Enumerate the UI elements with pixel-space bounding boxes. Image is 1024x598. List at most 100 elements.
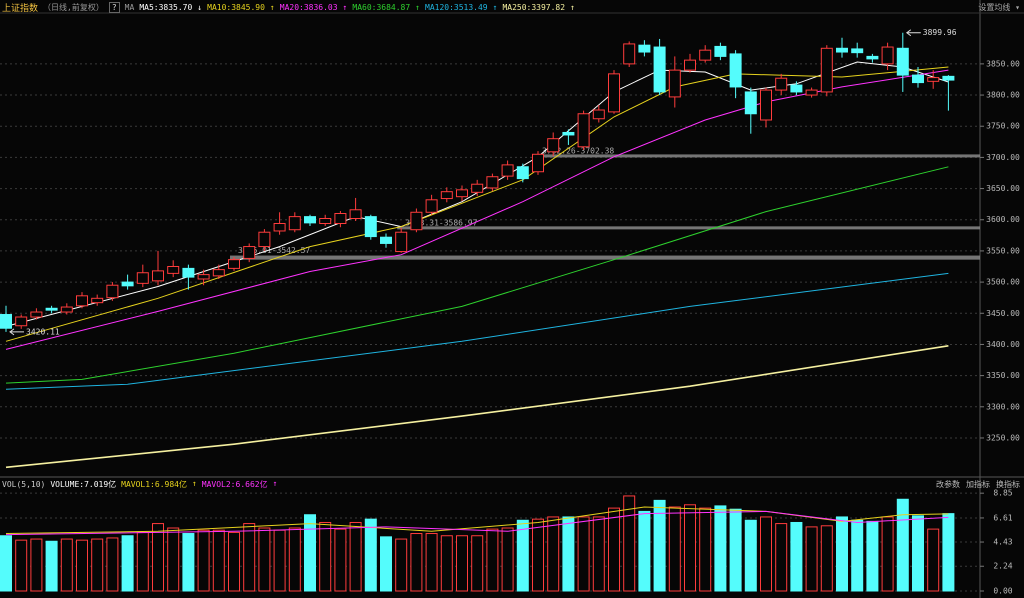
candle-body bbox=[121, 281, 134, 287]
volume-bar bbox=[714, 505, 727, 592]
legend-trend: ↑ bbox=[272, 479, 278, 488]
candle-body bbox=[638, 44, 651, 53]
candle-body bbox=[167, 266, 180, 274]
candle-body bbox=[288, 216, 301, 231]
volume-bar bbox=[349, 521, 362, 592]
volume-bar bbox=[273, 529, 286, 592]
legend-trend: ↑ bbox=[191, 479, 197, 488]
candle-body bbox=[364, 216, 377, 238]
candle-body bbox=[258, 231, 271, 248]
ma-line bbox=[5, 69, 949, 350]
chart-title: 上证指数 bbox=[2, 4, 39, 14]
ma-line bbox=[5, 272, 949, 390]
candle-body bbox=[805, 89, 818, 96]
legend-trend: ↑ bbox=[570, 3, 575, 12]
level-band bbox=[230, 255, 980, 260]
button[interactable]: 换指标 bbox=[996, 480, 1020, 489]
volume-bar bbox=[319, 521, 332, 592]
help[interactable]: ? bbox=[108, 2, 120, 13]
ma-line bbox=[5, 66, 949, 342]
annotation: 3899.96 bbox=[923, 28, 957, 37]
volume-bar bbox=[668, 506, 681, 592]
legend-entry: VOLUME:7.019亿 bbox=[50, 480, 117, 489]
volume-header: VOL(5,10) VOLUME:7.019亿 MAVOL1:6.984亿 ↑ MAV… bbox=[2, 478, 1020, 491]
candle-body bbox=[197, 274, 210, 280]
button[interactable]: 改参数 bbox=[936, 480, 960, 489]
volume-bar bbox=[927, 528, 940, 592]
volume-bar bbox=[395, 538, 408, 592]
legend-trend: ↑ bbox=[269, 3, 275, 12]
candle-body bbox=[820, 47, 833, 93]
settings[interactable]: 设置均线 ▾ bbox=[978, 3, 1020, 12]
legend-entry: MA120:3513.49 bbox=[425, 3, 488, 12]
volume-bar bbox=[851, 519, 864, 592]
candle-body bbox=[501, 164, 514, 177]
y-tick-label: 6.61 bbox=[993, 513, 1012, 522]
candle-body bbox=[91, 297, 104, 304]
volume-bar bbox=[456, 535, 468, 592]
y-tick-label: 0.00 bbox=[993, 587, 1012, 596]
ma-line bbox=[5, 510, 949, 536]
y-tick-label: 3550.00 bbox=[986, 246, 1020, 255]
candle-body bbox=[319, 218, 332, 224]
candle-body bbox=[425, 199, 438, 213]
volume-bar bbox=[608, 507, 620, 592]
volume-bar bbox=[334, 528, 347, 592]
volume-bar bbox=[562, 516, 575, 592]
candle-body bbox=[136, 272, 149, 284]
candle-body bbox=[60, 306, 73, 313]
volume-bar bbox=[775, 523, 788, 592]
volume-bar bbox=[516, 519, 529, 592]
volume-bar bbox=[91, 538, 104, 592]
button[interactable]: 加指标 bbox=[966, 480, 990, 489]
candle-body bbox=[395, 231, 408, 253]
y-tick-label: 2.24 bbox=[993, 562, 1012, 571]
volume-bar bbox=[258, 527, 271, 592]
legend-entry: MA20:3836.03 bbox=[279, 3, 338, 12]
volume-bar bbox=[152, 523, 164, 592]
legend-entry: MA5:3835.70 bbox=[139, 3, 193, 12]
volume-bar bbox=[896, 498, 909, 592]
volume-bar bbox=[182, 533, 195, 592]
y-tick-label: 3650.00 bbox=[986, 184, 1020, 193]
level-band bbox=[534, 154, 980, 158]
volume-bar bbox=[790, 521, 803, 592]
candle-body bbox=[684, 59, 696, 71]
y-tick-label: 3250.00 bbox=[986, 433, 1020, 442]
volume-bar bbox=[106, 537, 119, 592]
volume-bar bbox=[881, 516, 894, 592]
volume-bar bbox=[425, 533, 438, 592]
annotation-arrow bbox=[905, 29, 921, 37]
volume-bar bbox=[532, 518, 544, 592]
candle-body bbox=[532, 153, 544, 173]
candle-body bbox=[212, 269, 225, 277]
legend-entry: MAVOL2:6.662亿 bbox=[201, 480, 268, 489]
candle-body bbox=[729, 53, 742, 88]
candle-body bbox=[653, 46, 666, 93]
volume-bar bbox=[486, 528, 499, 592]
volume-bar bbox=[471, 535, 484, 592]
candle-body bbox=[334, 213, 347, 224]
candle-body bbox=[577, 113, 590, 148]
volume-bar bbox=[30, 538, 43, 592]
candle-body bbox=[243, 246, 256, 259]
volume-bar bbox=[805, 526, 818, 592]
legend-trend: ↓ bbox=[197, 3, 203, 12]
candle-body bbox=[744, 91, 757, 115]
candle-body bbox=[349, 209, 362, 220]
y-tick-label: 4.43 bbox=[993, 538, 1012, 547]
volume-bar bbox=[212, 529, 225, 592]
y-tick-label: 3750.00 bbox=[986, 122, 1020, 131]
volume-bar bbox=[638, 510, 651, 592]
volume-bar bbox=[836, 516, 848, 592]
subtitle: （日线,前复权） bbox=[43, 3, 104, 12]
y-tick-label: 3450.00 bbox=[986, 309, 1020, 318]
legend-entry: MA250:3397.82 bbox=[502, 3, 566, 12]
candle-body bbox=[623, 43, 636, 65]
y-tick-label: 3850.00 bbox=[986, 59, 1020, 68]
ma-label: MA bbox=[124, 3, 135, 12]
candle-body bbox=[896, 47, 909, 76]
volume-bar bbox=[699, 507, 712, 592]
